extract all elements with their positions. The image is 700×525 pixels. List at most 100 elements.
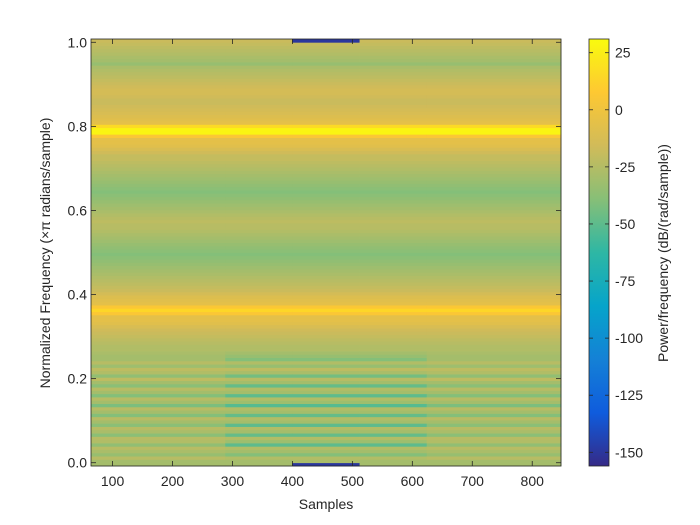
heatmap-cell bbox=[359, 209, 428, 214]
heatmap-cell bbox=[225, 278, 293, 283]
heatmap-cell bbox=[292, 321, 360, 326]
heatmap-cell bbox=[292, 104, 360, 109]
heatmap-cell bbox=[225, 416, 293, 421]
heatmap-cell bbox=[292, 75, 360, 79]
heatmap-cell bbox=[292, 311, 360, 316]
heatmap-cell bbox=[292, 163, 360, 168]
heatmap-cell bbox=[292, 134, 360, 138]
heatmap-cell bbox=[426, 107, 562, 112]
heatmap-cell bbox=[225, 84, 293, 89]
heatmap-cell bbox=[91, 351, 226, 355]
heatmap-cell bbox=[91, 462, 226, 467]
heatmap-cell bbox=[359, 229, 428, 234]
heatmap-cell bbox=[426, 42, 562, 46]
heatmap-cell bbox=[426, 288, 562, 293]
heatmap-cell bbox=[91, 144, 226, 148]
heatmap-cell bbox=[426, 249, 562, 253]
heatmap-cell bbox=[426, 324, 562, 329]
heatmap-cell bbox=[292, 314, 360, 319]
heatmap-cell bbox=[225, 209, 293, 214]
heatmap-cell bbox=[225, 334, 293, 339]
heatmap-cell bbox=[91, 275, 226, 280]
heatmap-cell bbox=[426, 429, 562, 434]
heatmap-cell bbox=[426, 321, 562, 326]
heatmap-cell bbox=[292, 374, 360, 378]
heatmap-cell bbox=[225, 413, 293, 418]
heatmap-cell bbox=[225, 75, 293, 79]
heatmap-cell bbox=[426, 157, 562, 161]
heatmap-cell bbox=[359, 344, 428, 349]
heatmap-cell bbox=[359, 98, 428, 102]
heatmap-cell bbox=[359, 291, 428, 296]
heatmap-cell bbox=[225, 423, 293, 427]
heatmap-cell bbox=[426, 114, 562, 119]
heatmap-cell bbox=[359, 216, 428, 221]
heatmap-cell bbox=[225, 259, 293, 263]
heatmap-cell bbox=[292, 176, 360, 181]
heatmap-cell bbox=[426, 91, 562, 96]
heatmap-cell bbox=[91, 91, 226, 96]
heatmap-cell bbox=[359, 439, 428, 444]
heatmap-cell bbox=[91, 39, 226, 43]
heatmap-cell bbox=[91, 400, 226, 404]
heatmap-cell bbox=[225, 98, 293, 102]
heatmap-cell bbox=[359, 150, 428, 155]
heatmap-cell bbox=[359, 436, 428, 441]
heatmap-cell bbox=[426, 190, 562, 194]
heatmap-cell bbox=[91, 426, 226, 431]
y-tick-label: 1.0 bbox=[68, 34, 88, 50]
x-axis: 100 200 300 400 500 600 700 800 bbox=[101, 39, 544, 489]
heatmap-cell bbox=[426, 255, 562, 260]
heatmap-cell bbox=[292, 252, 360, 257]
heatmap-cell bbox=[91, 423, 226, 427]
heatmap-cell bbox=[292, 449, 360, 454]
y-tick-label: 0.0 bbox=[68, 455, 88, 471]
heatmap-cell bbox=[359, 55, 428, 60]
heatmap-cell bbox=[292, 183, 360, 188]
heatmap-cell bbox=[292, 186, 360, 191]
heatmap-cell bbox=[91, 357, 226, 362]
heatmap-cell bbox=[359, 311, 428, 316]
heatmap-cell bbox=[225, 124, 293, 129]
heatmap-cell bbox=[359, 406, 428, 411]
heatmap-cell bbox=[359, 226, 428, 230]
heatmap-cell bbox=[225, 397, 293, 401]
heatmap-cell bbox=[426, 219, 562, 224]
heatmap-cell bbox=[359, 357, 428, 362]
heatmap-cell bbox=[426, 252, 562, 257]
heatmap-cell bbox=[292, 229, 360, 234]
heatmap-cell bbox=[225, 291, 293, 296]
heatmap-cell bbox=[426, 183, 562, 188]
heatmap-cell bbox=[426, 61, 562, 66]
heatmap-cell bbox=[292, 390, 360, 395]
heatmap-cell bbox=[292, 117, 360, 122]
heatmap-cell bbox=[359, 272, 428, 276]
heatmap-cell bbox=[225, 121, 293, 125]
heatmap-cell bbox=[91, 199, 226, 204]
heatmap-cell bbox=[91, 459, 226, 464]
heatmap-cell bbox=[292, 199, 360, 204]
heatmap-cell bbox=[292, 387, 360, 391]
heatmap-cell bbox=[426, 291, 562, 296]
heatmap-cell bbox=[359, 193, 428, 198]
x-tick-label: 700 bbox=[461, 473, 485, 489]
heatmap-cell bbox=[225, 383, 293, 388]
heatmap-cell bbox=[426, 104, 562, 109]
heatmap-cell bbox=[292, 48, 360, 53]
heatmap-cell bbox=[359, 249, 428, 253]
heatmap-cell bbox=[292, 236, 360, 240]
heatmap-cell bbox=[91, 259, 226, 263]
heatmap-cell bbox=[426, 39, 562, 43]
heatmap-cell bbox=[426, 229, 562, 234]
heatmap-cell bbox=[426, 308, 562, 313]
heatmap-cell bbox=[91, 367, 226, 372]
heatmap-cell bbox=[292, 278, 360, 283]
heatmap-cell bbox=[359, 157, 428, 161]
heatmap-cell bbox=[225, 107, 293, 112]
heatmap-cell bbox=[359, 147, 428, 152]
heatmap-cell bbox=[292, 305, 360, 309]
heatmap-cell bbox=[292, 298, 360, 303]
heatmap-cell bbox=[91, 229, 226, 234]
heatmap-cell bbox=[426, 144, 562, 148]
heatmap-cell bbox=[292, 364, 360, 368]
